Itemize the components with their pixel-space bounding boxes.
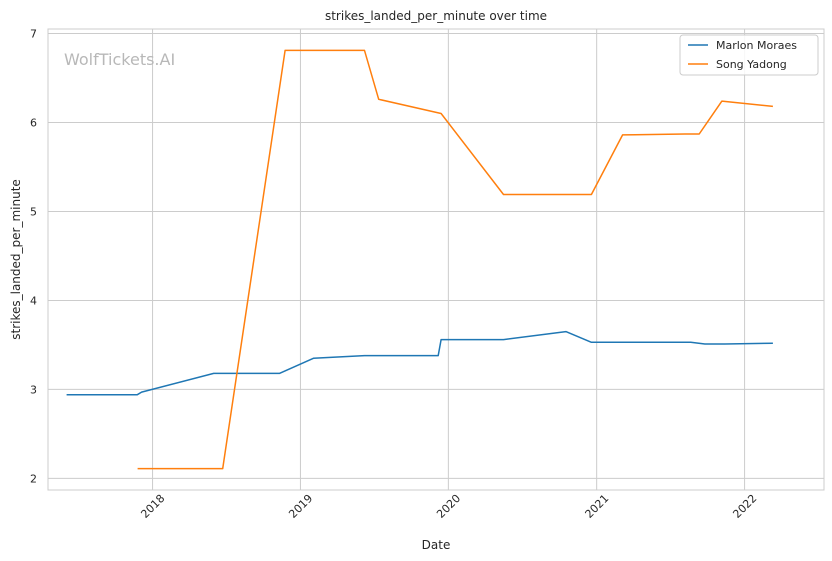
y-tick-label: 4: [30, 294, 37, 307]
legend-box: [679, 34, 819, 76]
y-axis-ticks: 2 3 4 5 6 7: [30, 27, 37, 485]
series-line: [66, 330, 773, 396]
x-tick-label: 2021: [583, 492, 612, 521]
y-tick-label: 5: [30, 205, 37, 218]
chart-title: strikes_landed_per_minute over time: [325, 9, 547, 23]
y-tick-label: 2: [30, 472, 37, 485]
grid: [48, 29, 824, 490]
x-axis-title: Date: [422, 538, 451, 552]
watermark-text: WolfTickets.AI: [64, 50, 175, 69]
series-line: [137, 49, 773, 470]
y-tick-label: 6: [30, 116, 37, 129]
x-tick-label: 2018: [138, 492, 167, 521]
y-axis-title: strikes_landed_per_minute: [9, 179, 23, 340]
legend: Marlon Moraes Song Yadong: [679, 34, 819, 76]
x-tick-label: 2020: [434, 492, 463, 521]
x-axis-ticks: 2018 2019 2020 2021 2022: [138, 492, 759, 521]
y-tick-label: 3: [30, 383, 37, 396]
legend-label: Marlon Moraes: [716, 39, 797, 52]
plot-area: [47, 28, 825, 491]
y-tick-label: 7: [30, 27, 37, 40]
series-layer: [66, 49, 773, 470]
x-tick-label: 2022: [730, 492, 759, 521]
x-tick-label: 2019: [286, 492, 315, 521]
legend-label: Song Yadong: [716, 58, 787, 71]
